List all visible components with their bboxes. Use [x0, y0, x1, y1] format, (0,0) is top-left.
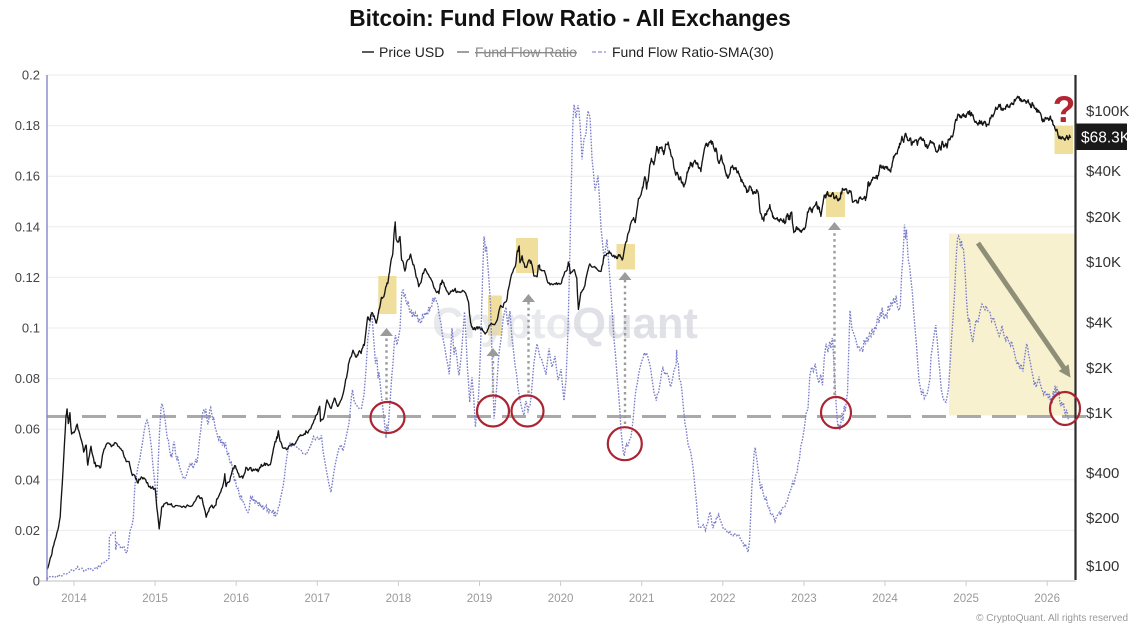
svg-text:0.16: 0.16 [15, 169, 40, 184]
svg-text:2025: 2025 [953, 593, 979, 605]
svg-text:Price USD: Price USD [379, 44, 444, 60]
svg-text:Bitcoin: Fund Flow Ratio - All: Bitcoin: Fund Flow Ratio - All Exchanges [349, 5, 791, 31]
svg-text:2017: 2017 [305, 593, 331, 605]
svg-text:0.04: 0.04 [15, 472, 40, 487]
svg-text:$100K: $100K [1086, 103, 1129, 120]
svg-text:$400: $400 [1086, 465, 1119, 482]
svg-text:2014: 2014 [61, 593, 87, 605]
svg-text:$68.3K: $68.3K [1081, 130, 1131, 147]
svg-text:0.14: 0.14 [15, 219, 40, 234]
svg-text:2026: 2026 [1034, 593, 1060, 605]
svg-text:0.06: 0.06 [15, 422, 40, 437]
svg-text:0.08: 0.08 [15, 371, 40, 386]
svg-text:$20K: $20K [1086, 209, 1121, 226]
svg-text:2021: 2021 [629, 593, 655, 605]
svg-text:0.18: 0.18 [15, 118, 40, 133]
svg-text:0: 0 [33, 574, 40, 589]
svg-text:$200: $200 [1086, 510, 1119, 527]
svg-text:0.1: 0.1 [22, 321, 40, 336]
svg-text:$4K: $4K [1086, 315, 1113, 332]
svg-text:$100: $100 [1086, 558, 1119, 575]
svg-text:$10K: $10K [1086, 254, 1121, 271]
svg-text:$1K: $1K [1086, 405, 1113, 422]
svg-text:$2K: $2K [1086, 360, 1113, 377]
svg-text:2016: 2016 [223, 593, 249, 605]
svg-text:Fund Flow Ratio-SMA(30): Fund Flow Ratio-SMA(30) [612, 44, 774, 60]
svg-text:2018: 2018 [386, 593, 412, 605]
svg-text:$40K: $40K [1086, 163, 1121, 180]
svg-text:Fund Flow Ratio: Fund Flow Ratio [475, 44, 577, 60]
svg-text:CryptoQuant: CryptoQuant [432, 300, 698, 348]
svg-text:© CryptoQuant. All rights rese: © CryptoQuant. All rights reserved [976, 613, 1128, 624]
svg-text:2015: 2015 [142, 593, 168, 605]
svg-text:0.02: 0.02 [15, 523, 40, 538]
svg-text:2024: 2024 [872, 593, 898, 605]
svg-text:0.12: 0.12 [15, 270, 40, 285]
svg-text:?: ? [1053, 89, 1076, 130]
svg-text:2020: 2020 [548, 593, 574, 605]
svg-text:2022: 2022 [710, 593, 736, 605]
svg-text:2023: 2023 [791, 593, 817, 605]
svg-text:2019: 2019 [467, 593, 493, 605]
svg-text:0.2: 0.2 [22, 68, 40, 83]
